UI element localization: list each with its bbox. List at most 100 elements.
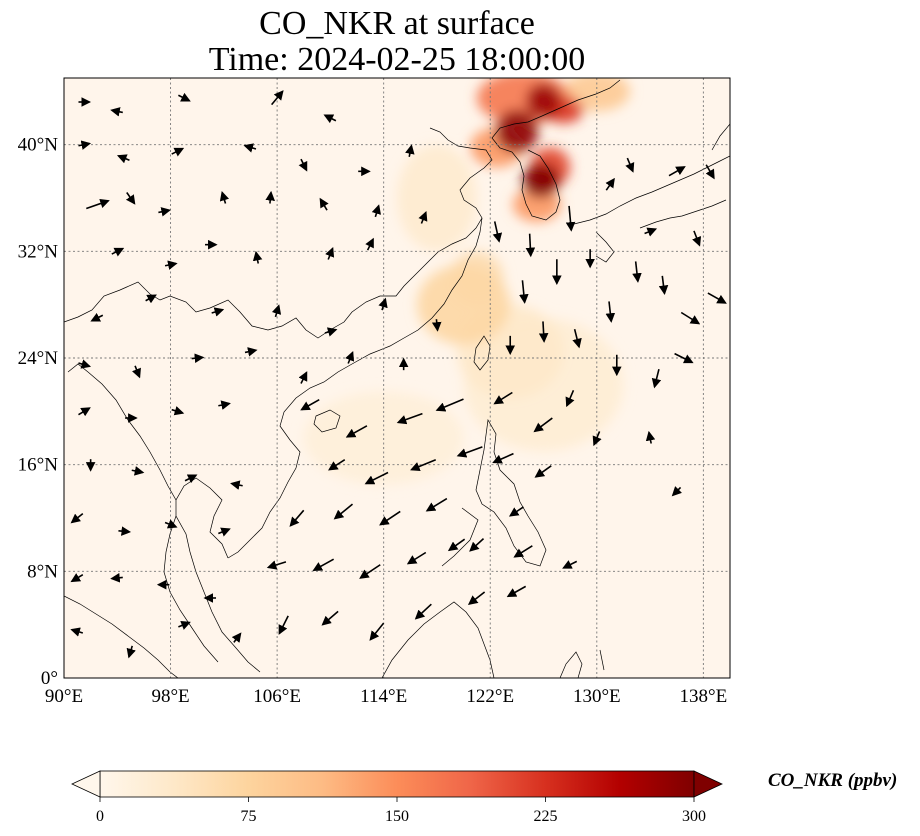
coastline-hainan	[313, 409, 341, 433]
wind-arrow	[671, 486, 682, 497]
lat-tick-label: 40°N	[18, 135, 59, 156]
wind-arrow	[118, 526, 132, 536]
wind-arrow	[278, 615, 289, 635]
wind-arrow	[625, 157, 635, 173]
coastline-sumatra	[64, 595, 179, 678]
colorbar-tick-label: 300	[682, 808, 706, 825]
wind-arrow	[319, 197, 329, 211]
wind-arrow	[467, 591, 486, 606]
wind-arrow	[565, 205, 576, 232]
map-title: CO_NKR at surface	[259, 5, 535, 42]
wind-arrow	[230, 480, 243, 490]
colorbar-tick-label: 0	[96, 808, 104, 825]
wind-arrow	[191, 353, 205, 364]
wind-arrow	[244, 347, 258, 357]
lon-tick-label: 130°E	[573, 686, 621, 707]
wind-arrow	[333, 503, 354, 520]
colorbar-extend-min	[71, 770, 101, 798]
wind-arrow	[86, 198, 110, 210]
wind-arrow	[328, 459, 346, 471]
wind-arrow	[78, 407, 91, 417]
wind-arrow	[508, 506, 524, 517]
wind-arrow	[644, 227, 658, 237]
colorbar-gradient	[99, 770, 695, 798]
map-time: Time: 2024-02-25 18:00:00	[208, 41, 586, 78]
wind-arrow	[692, 230, 702, 247]
wind-arrow	[364, 471, 389, 485]
coastline-korea	[491, 79, 621, 221]
wind-arrow	[271, 90, 284, 106]
wind-arrow	[218, 527, 231, 537]
wind-arrow	[365, 237, 374, 251]
wind-arrow	[78, 140, 92, 150]
wind-arrow	[231, 632, 242, 643]
wind-arrow	[110, 107, 123, 117]
wind-arrow	[211, 307, 225, 317]
wind-arrow	[298, 371, 308, 384]
wind-arrow	[431, 319, 442, 332]
wind-arrow	[492, 221, 503, 243]
coastline-japan	[573, 123, 730, 263]
wind-arrow	[178, 92, 191, 102]
wind-arrow	[243, 143, 257, 153]
wind-arrow	[131, 466, 145, 476]
wind-arrow	[425, 497, 448, 512]
map-background	[64, 78, 730, 678]
wind-arrow	[645, 430, 656, 444]
wind-arrow	[513, 545, 533, 558]
wind-arrow	[406, 551, 427, 565]
wind-arrow	[271, 304, 282, 318]
wind-arrow	[469, 538, 485, 552]
wind-vectors	[70, 90, 727, 659]
wind-arrow	[289, 509, 305, 527]
wind-arrow	[658, 275, 669, 296]
wind-arrow	[126, 645, 136, 659]
wind-arrow	[538, 321, 549, 343]
wind-arrow	[252, 250, 263, 264]
coastline-malay-peninsula	[163, 515, 219, 663]
wind-arrow	[506, 585, 527, 598]
wind-arrow	[145, 294, 157, 304]
coastline-south-china	[227, 217, 483, 559]
wind-arrow	[70, 627, 84, 637]
wind-arrow	[493, 391, 513, 405]
concentration-blob	[526, 83, 561, 118]
wind-arrow	[565, 389, 575, 408]
wind-arrow	[324, 327, 338, 337]
concentration-blob	[397, 144, 477, 252]
wind-arrow	[171, 147, 185, 157]
wind-arrow	[405, 144, 415, 157]
colorbar-tick-label: 75	[241, 808, 257, 825]
lat-tick-label: 8°N	[27, 561, 58, 582]
coastlines	[64, 79, 730, 678]
wind-arrow	[171, 406, 185, 416]
wind-arrow	[218, 400, 231, 410]
wind-arrow	[668, 166, 686, 177]
wind-arrow	[572, 329, 582, 349]
wind-arrow	[651, 369, 662, 389]
colorbar-tick-label: 225	[534, 808, 558, 825]
wind-arrow	[70, 512, 84, 524]
wind-arrow	[164, 519, 178, 529]
wind-arrow	[396, 412, 423, 425]
wind-arrow	[435, 398, 464, 412]
wind-arrow	[369, 622, 385, 641]
wind-arrow	[707, 292, 727, 304]
wind-arrow	[111, 247, 125, 257]
wind-arrow	[345, 351, 355, 364]
lon-tick-label: 90°E	[45, 686, 83, 707]
wind-arrow	[178, 620, 191, 630]
wind-arrow	[533, 417, 553, 433]
wind-arrow	[110, 572, 123, 583]
colorbar-label: CO_NKR (ppbv)	[768, 770, 898, 791]
wind-arrow	[359, 564, 381, 579]
concentration-blob	[522, 163, 560, 199]
lat-tick-label: 32°N	[18, 241, 59, 262]
lat-tick-label: 24°N	[18, 348, 59, 369]
lon-tick-label: 114°E	[360, 686, 407, 707]
wind-arrow	[562, 560, 578, 569]
wind-arrow	[447, 538, 466, 552]
wind-arrow	[219, 190, 230, 204]
wind-arrow	[265, 190, 275, 204]
